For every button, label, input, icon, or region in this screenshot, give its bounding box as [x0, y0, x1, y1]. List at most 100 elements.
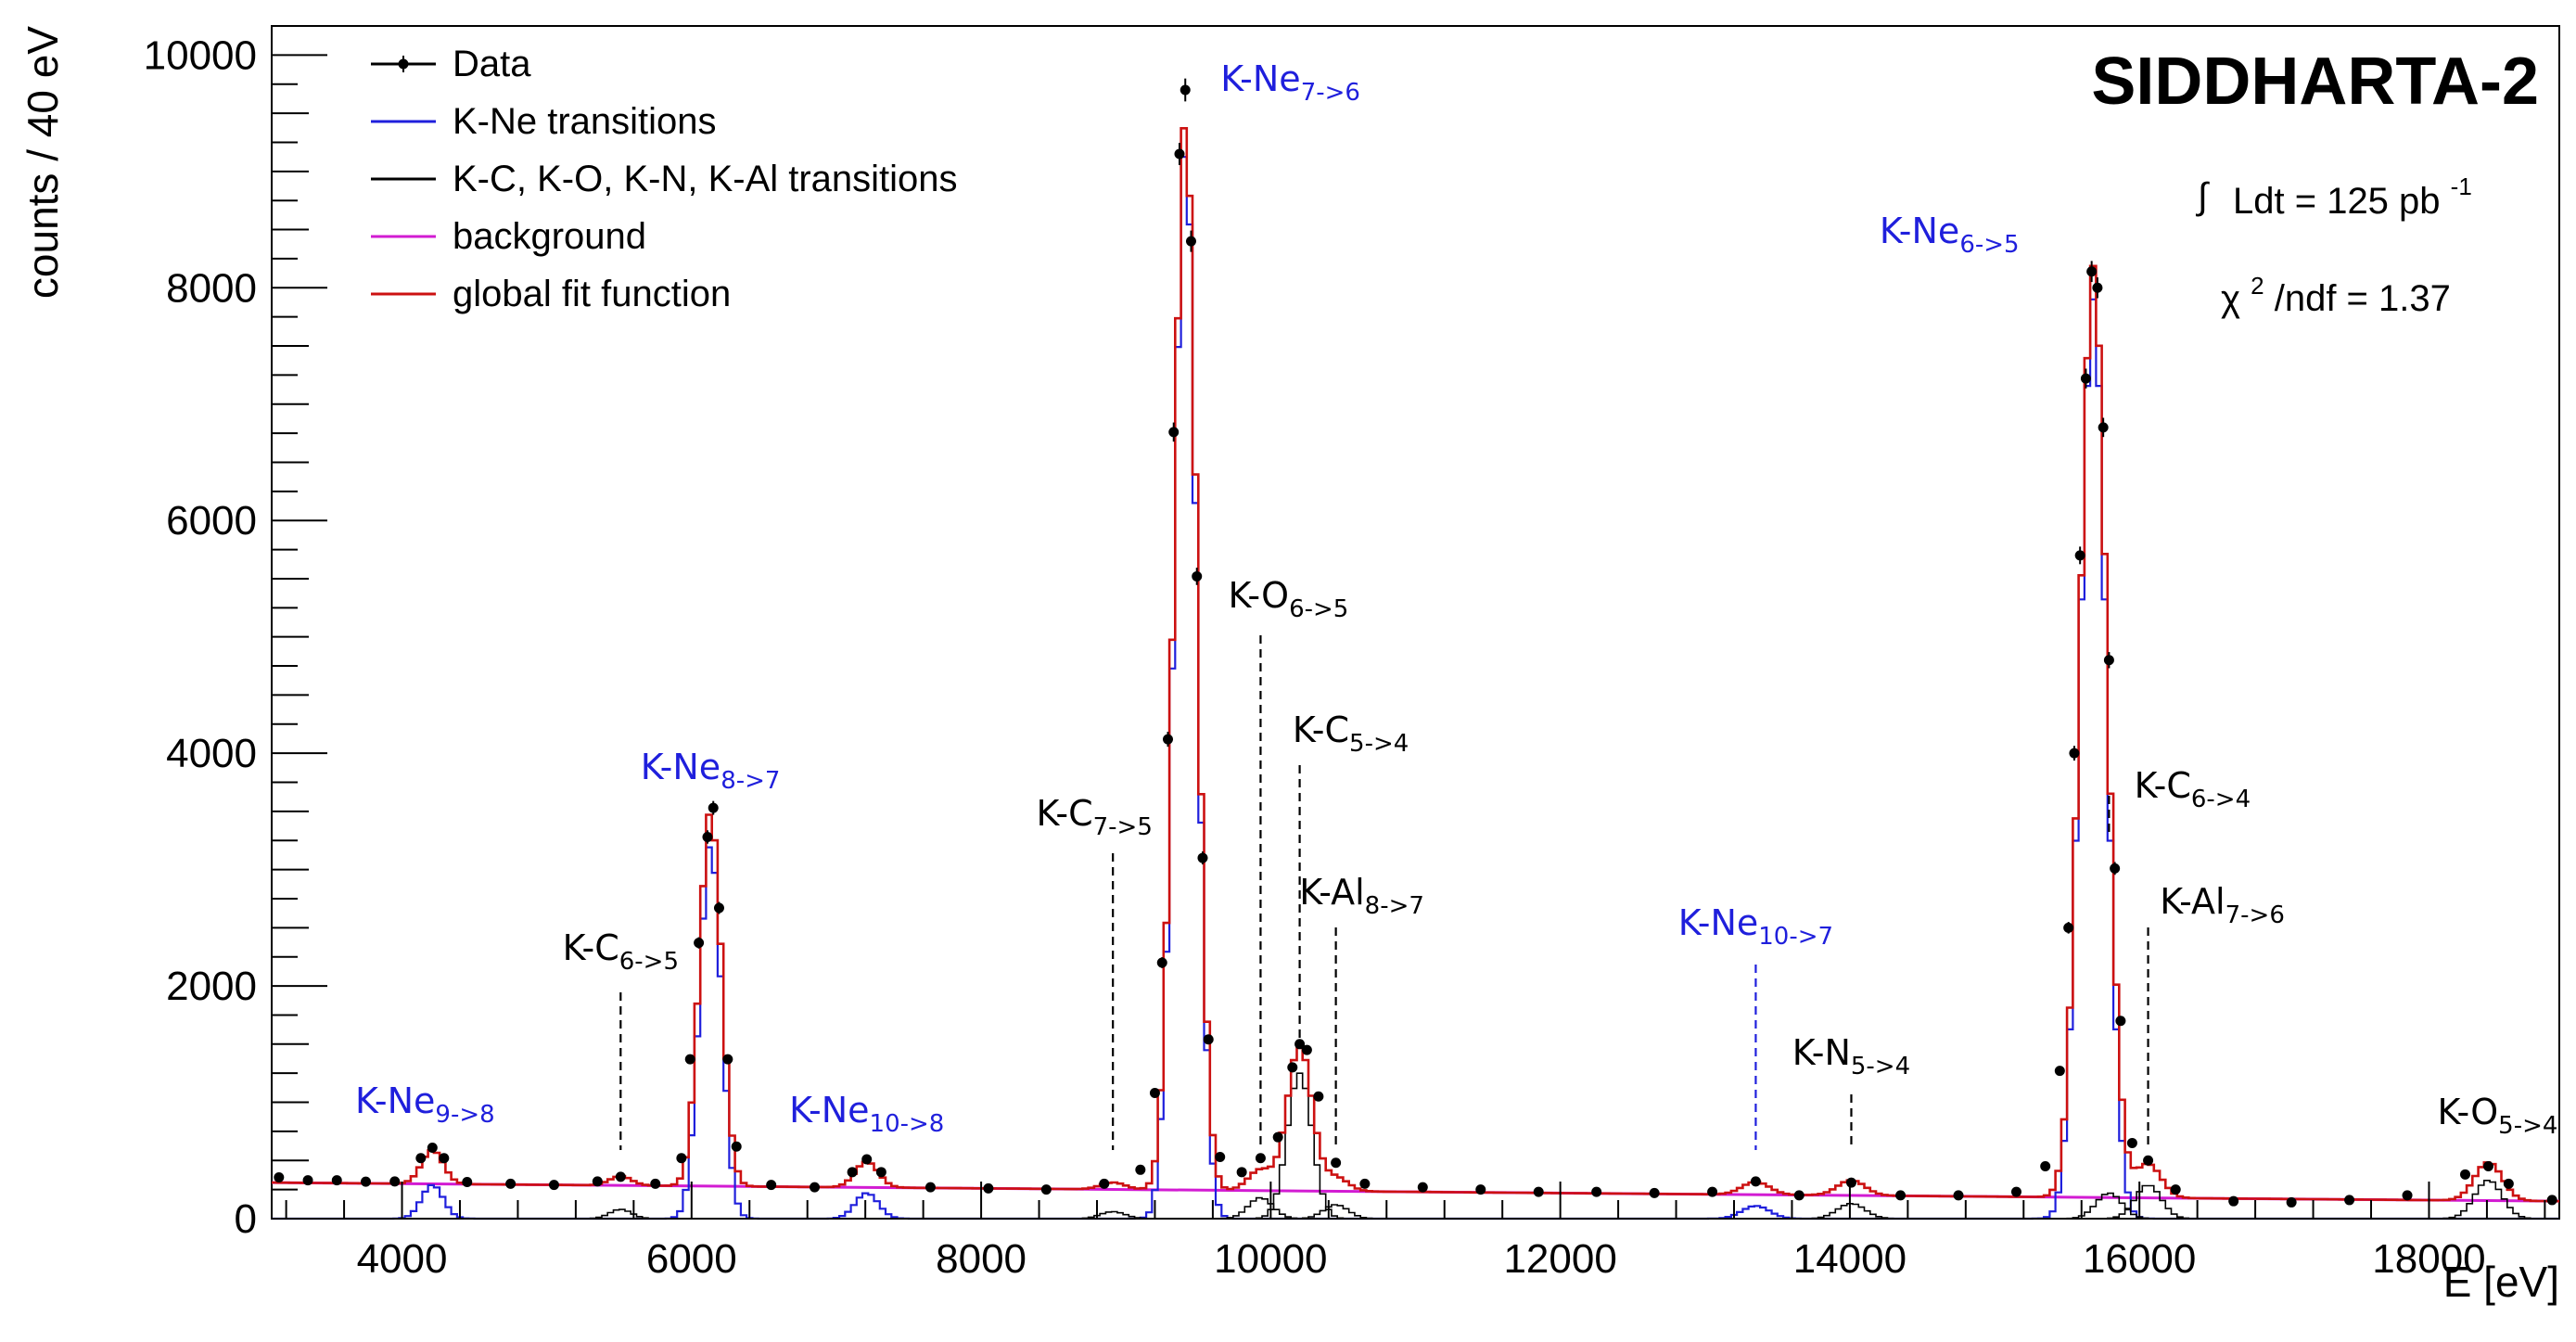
component-k-c-6-5: [272, 1208, 2559, 1220]
legend-item-kne: K-Ne transitions: [371, 101, 717, 142]
data-point: [1301, 1044, 1312, 1055]
component-k-al-8-7: [272, 1204, 2559, 1220]
data-point: [1533, 1186, 1544, 1197]
data-point: [274, 1171, 285, 1182]
peak-label-sub: 6->5: [619, 948, 679, 976]
data-point: [694, 938, 705, 949]
data-point: [1236, 1167, 1247, 1178]
global-fit-layer: [272, 127, 2559, 1203]
data-point: [1750, 1176, 1761, 1187]
data-point: [1793, 1190, 1804, 1201]
peak-label-name: K-O: [1228, 575, 1289, 616]
data-point: [1313, 1091, 1324, 1102]
peak-label-k-c-5-4: K-C5->4: [1293, 709, 1409, 758]
legend: Data K-Ne transitions K-C, K-O, K-N, K-Al …: [371, 44, 958, 314]
peak-label-sub: 5->4: [1851, 1053, 1910, 1080]
data-point: [505, 1178, 516, 1189]
legend-item-background: background: [371, 216, 646, 257]
data-point: [1168, 427, 1180, 438]
data-point: [1475, 1184, 1486, 1195]
data-point: [2228, 1195, 2239, 1207]
data-point: [2040, 1161, 2051, 1172]
axes-layer: 4000 6000 8000 10000 12000 14000 16000 18000 0 20…: [19, 25, 2559, 1306]
peak-label-k-n-5-4: K-N5->4: [1792, 1032, 1910, 1080]
peak-label-name: K-O: [2438, 1092, 2499, 1132]
data-point: [2098, 422, 2109, 433]
data-point: [1591, 1186, 1602, 1197]
peak-label-k-al-7-6: K-Al7->6: [2160, 881, 2285, 929]
peak-label-name: K-C: [1036, 793, 1092, 834]
data-point: [615, 1171, 626, 1182]
peak-label-name: K-C: [1293, 709, 1349, 750]
chi2-symbol: χ: [2221, 278, 2240, 319]
data-point: [702, 831, 713, 842]
data-point: [2286, 1196, 2297, 1208]
data-point: [1417, 1182, 1428, 1193]
data-point: [983, 1182, 994, 1194]
data-point: [650, 1178, 661, 1189]
peak-label-name: K-C: [2135, 765, 2191, 806]
data-point: [548, 1180, 559, 1191]
peak-label-k-al-8-7: K-Al8->7: [1299, 872, 1424, 920]
data-point: [1135, 1164, 1146, 1175]
data-point: [2503, 1178, 2514, 1189]
data-point: [2080, 373, 2091, 384]
peak-label-k-c-6-5: K-C6->5: [563, 927, 679, 976]
y-tick-label: 4000: [166, 731, 257, 776]
peak-label-sub: 6->4: [2191, 786, 2251, 813]
component-k-n-5-4: [272, 1203, 2559, 1220]
data-point: [925, 1182, 936, 1193]
data-point: [302, 1175, 313, 1186]
x-tick-label: 18000: [2372, 1236, 2485, 1282]
y-tick-label: 10000: [144, 32, 257, 78]
data-point: [427, 1142, 438, 1153]
peak-label-name: K-Al: [2160, 881, 2225, 922]
data-point: [1174, 148, 1185, 160]
data-point: [810, 1182, 821, 1193]
data-point: [2092, 282, 2103, 293]
data-point: [676, 1153, 687, 1164]
peak-label-k-c-6-4: K-C6->4: [2135, 765, 2251, 813]
peak-label-name: K-Ne: [1220, 58, 1300, 99]
peak-label-name: K-Ne: [1880, 211, 1959, 251]
peak-label-k-ne-8-7: K-Ne8->7: [641, 747, 781, 795]
data-point: [1895, 1190, 1906, 1201]
chi2-annotation: χ 2 /ndf = 1.37: [2221, 262, 2451, 319]
data-point: [2010, 1186, 2021, 1197]
peak-label-name: K-C: [563, 927, 619, 968]
data-point: [1192, 570, 1203, 582]
data-point: [861, 1154, 873, 1165]
legend-label: K-C, K-O, K-N, K-Al transitions: [453, 159, 958, 199]
data-point: [2126, 1137, 2137, 1148]
peak-label-name: K-N: [1792, 1032, 1851, 1073]
y-tick-label: 0: [235, 1196, 257, 1242]
data-point: [1953, 1190, 1964, 1201]
peak-label-sub: 10->7: [1758, 923, 1833, 951]
chi2-sup: 2: [2251, 272, 2264, 300]
data-point: [439, 1153, 450, 1164]
x-tick-label: 8000: [936, 1236, 1027, 1282]
data-points-layer: [274, 78, 2557, 1208]
y-axis-title: counts / 40 eV: [19, 26, 67, 299]
y-tick-label: 8000: [166, 265, 257, 311]
component-histograms-layer: [272, 156, 2559, 1221]
peak-label-k-ne-9-8: K-Ne9->8: [355, 1080, 495, 1129]
data-point: [1649, 1187, 1660, 1198]
data-point: [1099, 1178, 1110, 1189]
component-k-o-6-5: [272, 1196, 2559, 1220]
data-point: [1180, 84, 1191, 96]
data-point: [722, 1054, 733, 1065]
peak-label-sub: 6->5: [1959, 231, 2019, 259]
component-k-c-5-4: [272, 1072, 2559, 1220]
peak-markers-layer: K-Ne9->8K-C6->5K-Ne8->7K-Ne10->8K-C7->5K…: [355, 58, 2557, 1150]
data-point: [713, 902, 724, 914]
data-point: [2482, 1161, 2493, 1172]
data-point: [708, 802, 719, 813]
data-point: [766, 1180, 777, 1191]
peak-label-sub: 8->7: [1365, 892, 1424, 920]
legend-item-data: Data: [371, 44, 531, 84]
peak-label-sub: 6->5: [1289, 595, 1348, 623]
svg-text:χ 2 /ndf = 1.37: χ 2 /ndf = 1.37: [2221, 262, 2451, 319]
data-point: [2344, 1195, 2355, 1206]
